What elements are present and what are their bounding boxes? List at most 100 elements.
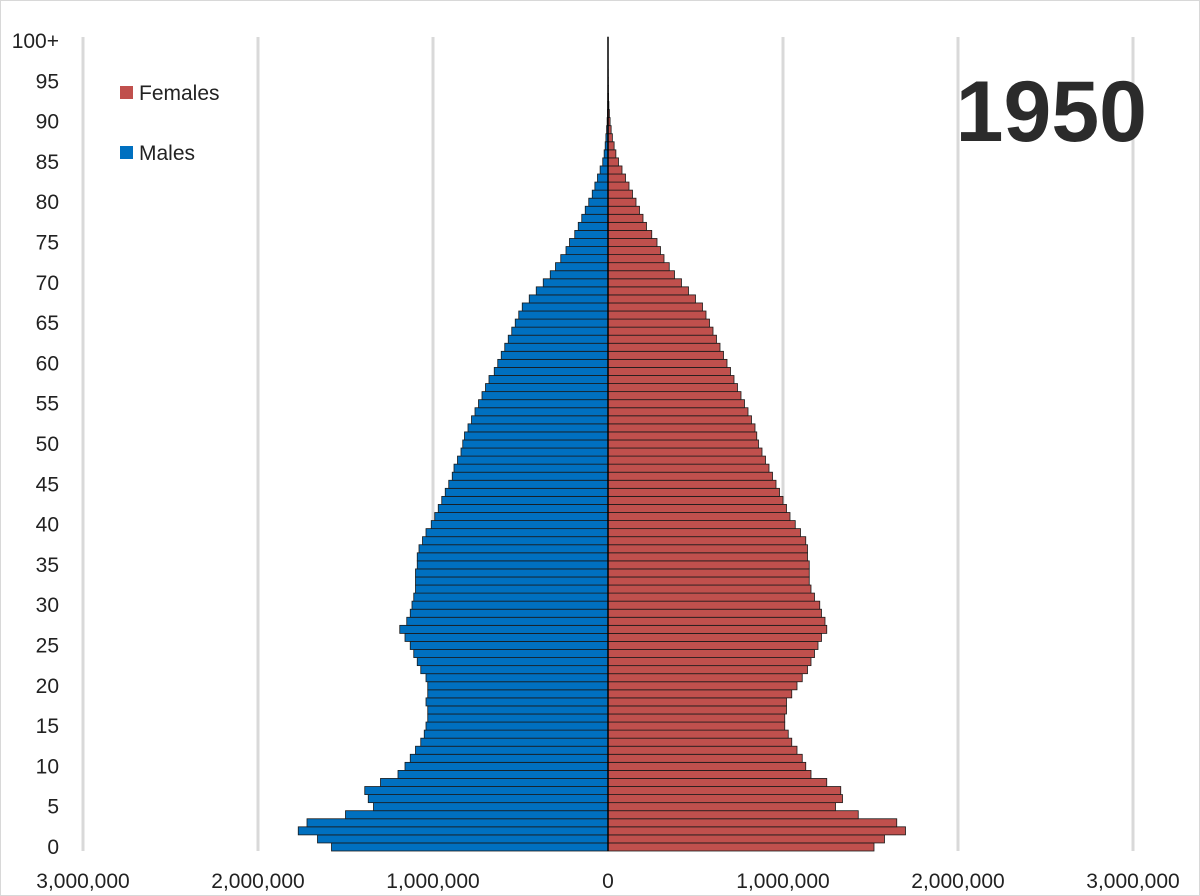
bar-females-age-74 [607, 246, 661, 256]
bar-males-age-62 [504, 342, 609, 352]
bar-males-age-25 [409, 641, 609, 650]
bar-females-age-14 [607, 729, 789, 739]
bar-females-age-52 [607, 423, 756, 433]
bar-females-age-73 [607, 254, 665, 264]
bar-males-age-83 [597, 173, 609, 183]
bar-males-age-68 [528, 294, 609, 304]
bar-females-age-56 [607, 391, 742, 401]
bar-males-age-5 [373, 802, 609, 812]
bar-females-age-35 [607, 560, 810, 570]
bar-males-age-76 [574, 230, 609, 239]
bar-males-age-46 [451, 471, 609, 481]
bar-males-age-60 [497, 358, 609, 368]
bar-females-age-0 [607, 842, 875, 852]
bar-females-age-21 [607, 673, 803, 683]
x-tick-label: 3,000,000 [1086, 870, 1179, 893]
bar-females-age-49 [607, 447, 763, 457]
bar-males-age-7 [364, 786, 609, 795]
y-tick-label: 100+ [12, 30, 59, 53]
bar-females-age-27 [607, 624, 828, 634]
legend-swatch-females [120, 86, 133, 99]
bar-males-age-69 [535, 286, 609, 296]
bar-females-age-63 [607, 334, 717, 344]
y-tick-label: 55 [36, 393, 59, 416]
bar-females-age-25 [607, 641, 819, 650]
bar-females-age-26 [607, 632, 822, 642]
bar-females-age-76 [607, 230, 653, 239]
bar-males-age-18 [425, 697, 609, 707]
bar-females-age-83 [607, 173, 626, 183]
bar-males-age-40 [430, 520, 609, 530]
bar-females-age-45 [607, 479, 777, 489]
bar-males-age-81 [591, 189, 609, 199]
bar-females-age-2 [607, 826, 906, 836]
bar-males-age-11 [409, 753, 609, 763]
bar-males-age-17 [427, 705, 609, 715]
y-tick-label: 45 [36, 473, 59, 496]
y-tick-label: 90 [36, 111, 59, 134]
bar-females-age-82 [607, 181, 630, 191]
bar-males-age-75 [569, 238, 609, 247]
bar-females-age-40 [607, 520, 796, 530]
bar-males-age-28 [406, 616, 609, 626]
bar-males-age-74 [565, 246, 609, 256]
y-tick-label: 85 [36, 151, 59, 174]
bar-females-age-44 [607, 487, 780, 497]
bar-females-age-75 [607, 238, 658, 247]
bar-females-age-47 [607, 463, 770, 473]
bar-females-age-4 [607, 810, 859, 820]
x-tick-label: 1,000,000 [386, 870, 479, 893]
bars-group [297, 36, 906, 852]
bar-females-age-62 [607, 342, 721, 352]
bar-females-age-70 [607, 278, 682, 288]
bar-females-age-23 [607, 657, 812, 667]
y-tick-label: 35 [36, 554, 59, 577]
bar-females-age-34 [607, 568, 810, 578]
y-tick-label: 30 [36, 594, 59, 617]
bar-males-age-14 [423, 729, 609, 739]
bar-females-age-13 [607, 737, 793, 747]
bar-females-age-28 [607, 616, 826, 626]
bar-females-age-69 [607, 286, 689, 296]
bar-females-age-58 [607, 375, 735, 384]
y-tick-label: 60 [36, 352, 59, 375]
bar-females-age-68 [607, 294, 696, 304]
bar-females-age-10 [607, 761, 807, 771]
bar-females-age-43 [607, 495, 784, 505]
bar-females-age-53 [607, 415, 752, 425]
bar-males-age-4 [345, 810, 609, 820]
bar-males-age-47 [453, 463, 609, 473]
bar-males-age-71 [549, 270, 609, 280]
bar-males-age-55 [478, 399, 609, 409]
bar-females-age-8 [607, 778, 828, 787]
bar-females-age-22 [607, 665, 808, 675]
bar-females-age-38 [607, 536, 807, 546]
bar-females-age-77 [607, 221, 647, 231]
bar-males-age-24 [413, 649, 609, 658]
bar-males-age-43 [441, 495, 609, 505]
bar-females-age-60 [607, 358, 728, 368]
bar-females-age-59 [607, 367, 731, 376]
bar-females-age-61 [607, 350, 724, 360]
bar-males-age-1 [317, 834, 609, 844]
bar-males-age-8 [380, 778, 609, 787]
bar-females-age-86 [607, 149, 617, 159]
y-tick-label: 65 [36, 312, 59, 335]
bar-females-age-9 [607, 770, 812, 779]
bar-males-age-26 [404, 632, 609, 642]
legend-label-males: Males [139, 142, 195, 165]
bar-males-age-57 [485, 383, 609, 393]
x-tick-label: 0 [602, 870, 614, 893]
y-tick-label: 0 [47, 836, 59, 859]
y-tick-label: 15 [36, 715, 59, 738]
bar-males-age-58 [488, 375, 609, 384]
bar-females-age-7 [607, 786, 842, 795]
bar-males-age-27 [399, 624, 609, 634]
bar-females-age-84 [607, 165, 623, 175]
bar-males-age-51 [464, 431, 609, 441]
bar-males-age-34 [415, 568, 609, 578]
bar-males-age-45 [448, 479, 609, 489]
bar-females-age-30 [607, 600, 821, 610]
bar-males-age-36 [416, 552, 609, 562]
